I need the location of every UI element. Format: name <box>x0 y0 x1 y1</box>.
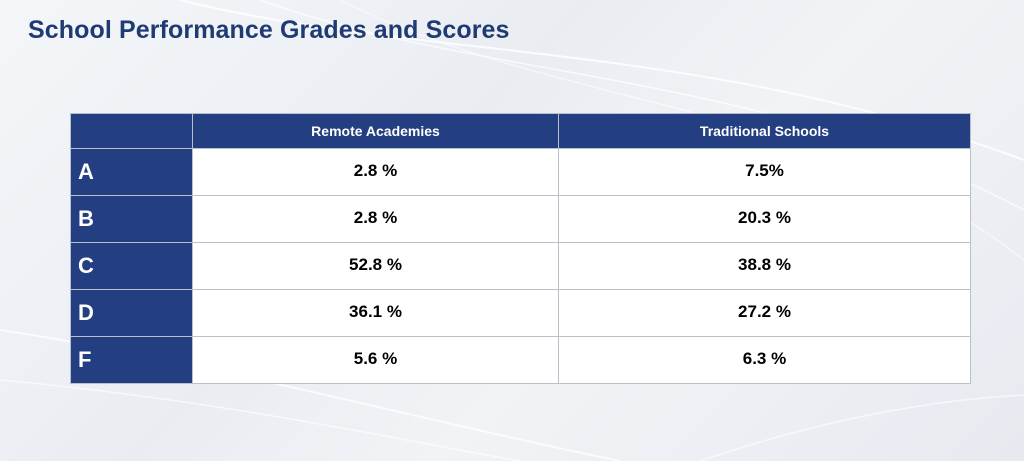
grade-label: F <box>70 336 193 384</box>
grade-label: D <box>70 289 193 337</box>
table-header-row: Remote Academies Traditional Schools <box>70 113 971 149</box>
table-row: B 2.8 % 20.3 % <box>70 195 971 243</box>
remote-academies-value: 36.1 % <box>192 289 559 337</box>
traditional-schools-value: 20.3 % <box>558 195 971 243</box>
grade-label: A <box>70 148 193 196</box>
traditional-schools-value: 27.2 % <box>558 289 971 337</box>
remote-academies-value: 5.6 % <box>192 336 559 384</box>
column-header-remote-academies: Remote Academies <box>192 113 559 149</box>
column-header-traditional-schools: Traditional Schools <box>558 113 971 149</box>
traditional-schools-value: 7.5% <box>558 148 971 196</box>
table-row: A 2.8 % 7.5% <box>70 148 971 196</box>
traditional-schools-value: 6.3 % <box>558 336 971 384</box>
grades-table: Remote Academies Traditional Schools A 2… <box>70 113 971 384</box>
remote-academies-value: 52.8 % <box>192 242 559 290</box>
table-row: D 36.1 % 27.2 % <box>70 289 971 337</box>
table-row: F 5.6 % 6.3 % <box>70 336 971 384</box>
page-title: School Performance Grades and Scores <box>28 16 510 44</box>
remote-academies-value: 2.8 % <box>192 148 559 196</box>
traditional-schools-value: 38.8 % <box>558 242 971 290</box>
grade-label: C <box>70 242 193 290</box>
grade-label: B <box>70 195 193 243</box>
table-header: Remote Academies Traditional Schools <box>70 113 971 149</box>
remote-academies-value: 2.8 % <box>192 195 559 243</box>
table-row: C 52.8 % 38.8 % <box>70 242 971 290</box>
corner-cell <box>70 113 193 149</box>
table-body: A 2.8 % 7.5% B 2.8 % 20.3 % C 52.8 % 38.… <box>70 148 971 384</box>
